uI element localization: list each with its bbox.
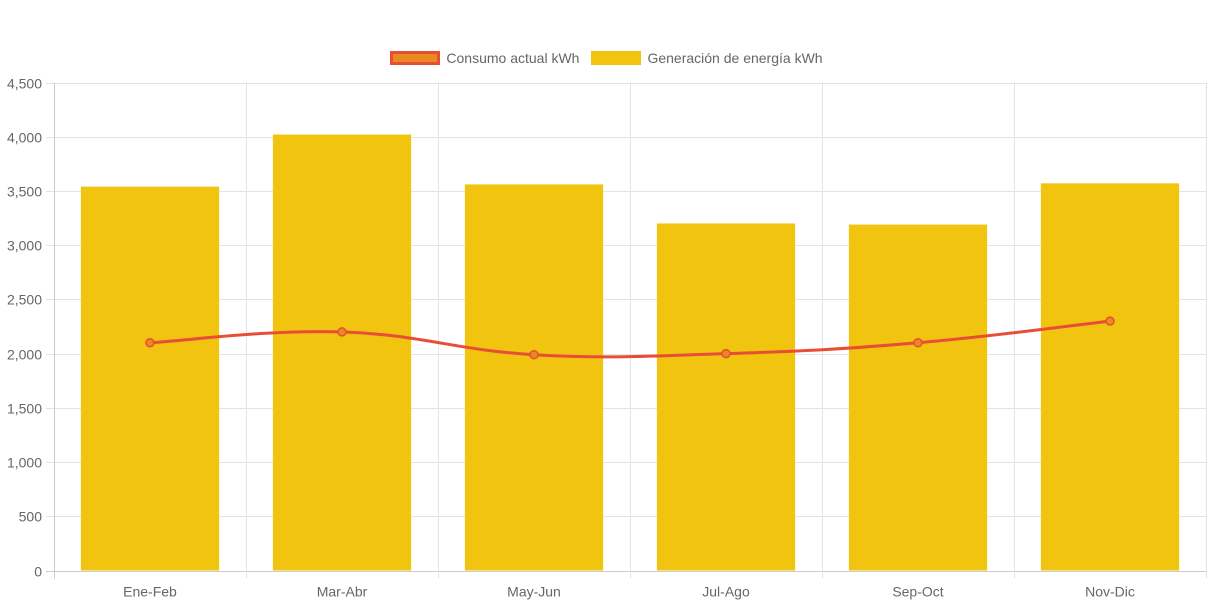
legend-item-consumo[interactable]: Consumo actual kWh xyxy=(390,50,579,66)
x-tick-label: Ene-Feb xyxy=(123,584,177,600)
legend-swatch-consumo xyxy=(390,51,441,65)
bar-generacion xyxy=(80,186,220,571)
point-consumo xyxy=(721,348,731,359)
point-consumo xyxy=(337,327,347,337)
bar-generacion xyxy=(1040,183,1180,571)
legend-label-consumo: Consumo actual kWh xyxy=(446,50,580,66)
legend-label-generacion: Generación de energía kWh xyxy=(647,50,823,66)
x-tick-label: Nov-Dic xyxy=(1085,584,1135,600)
y-tick-label: 4,000 xyxy=(7,130,42,146)
y-tick-label: 2,500 xyxy=(7,292,42,308)
legend-swatch-generacion xyxy=(591,51,642,65)
y-tick-label: 4,500 xyxy=(7,76,42,92)
bar-generacion xyxy=(848,224,988,571)
y-tick-label: 2,000 xyxy=(7,347,42,363)
y-tick-label: 500 xyxy=(19,509,43,525)
grid-layer xyxy=(46,82,1207,579)
y-tick-label: 0 xyxy=(34,564,42,580)
line-consumo xyxy=(149,319,1111,359)
point-consumo xyxy=(145,338,155,348)
y-tick-label: 3,000 xyxy=(7,238,42,254)
point-consumo xyxy=(1105,316,1115,326)
x-tick-label: Jul-Ago xyxy=(702,584,750,600)
y-tick-label: 3,500 xyxy=(7,184,42,200)
x-tick-label: Mar-Abr xyxy=(317,584,368,600)
axis-layer: 0 500 1,000 1,500 2,000 2,500 3,000 3,500 4,000 4… xyxy=(7,76,1135,600)
x-tick-label: May-Jun xyxy=(507,584,561,600)
line-layer xyxy=(145,316,1115,360)
legend-item-generacion[interactable]: Generación de energía kWh xyxy=(591,50,823,66)
y-tick-label: 1,000 xyxy=(7,455,42,471)
legend: Consumo actual kWh Generación de energía… xyxy=(0,50,1213,66)
bar-generacion xyxy=(656,223,796,571)
bar-generacion xyxy=(464,184,604,571)
bar-layer xyxy=(80,134,1180,571)
y-tick-label: 1,500 xyxy=(7,401,42,417)
point-consumo xyxy=(529,349,539,360)
bar-generacion xyxy=(272,134,412,571)
point-consumo xyxy=(913,338,923,348)
x-tick-label: Sep-Oct xyxy=(892,584,943,600)
